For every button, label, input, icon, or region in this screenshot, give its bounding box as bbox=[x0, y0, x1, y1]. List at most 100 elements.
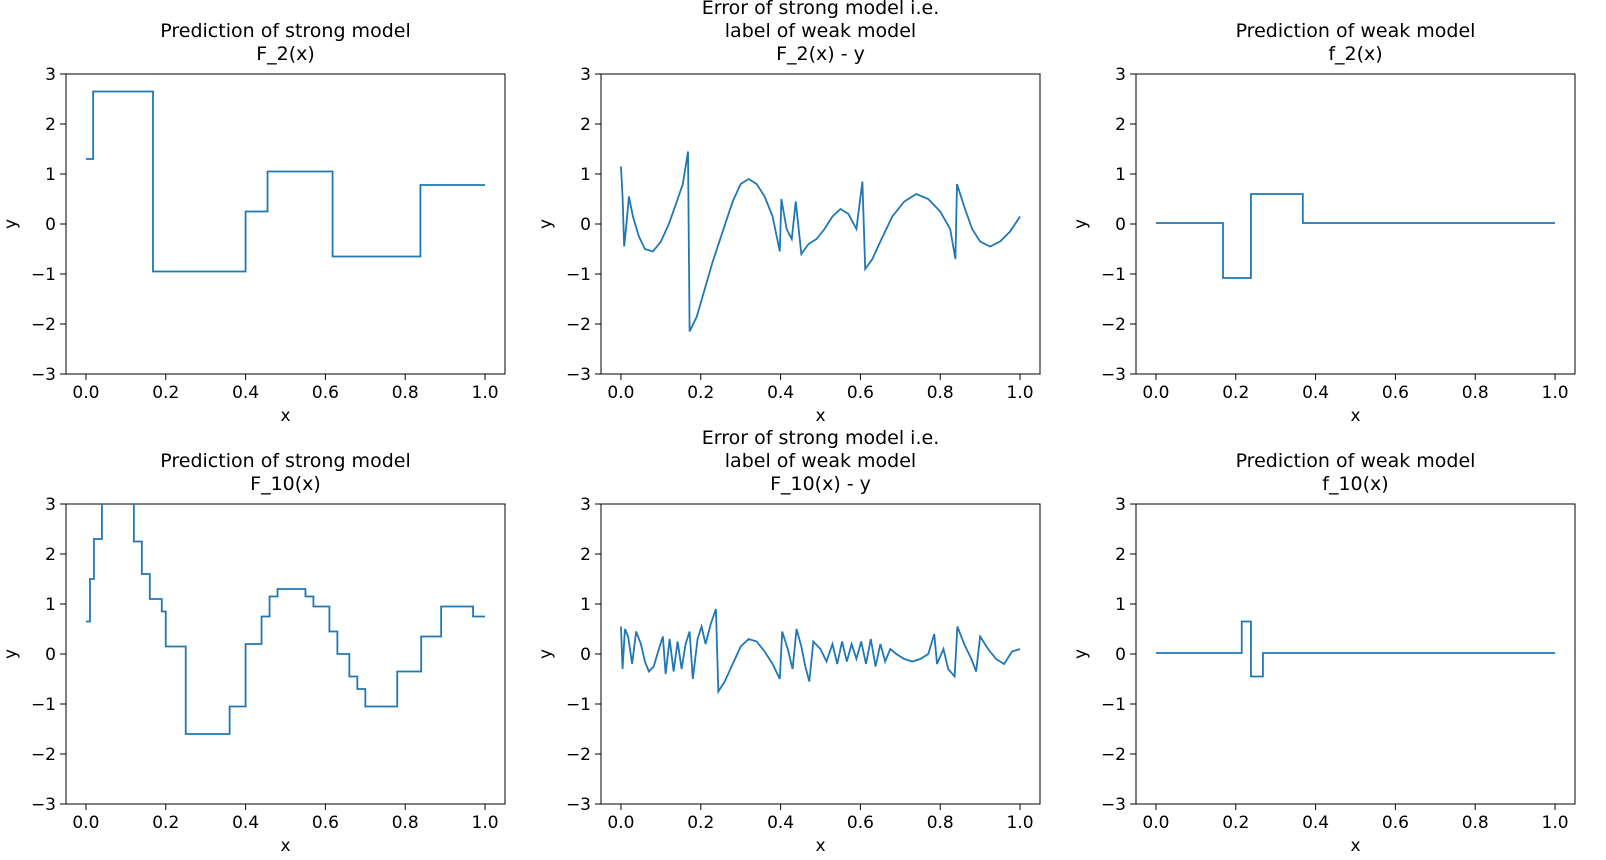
y-axis-label: y bbox=[1, 219, 21, 229]
subplot-strong-model-F2: Prediction of strong model F_2(x) 0.0 0.2 0.… bbox=[0, 0, 535, 430]
x-axis-label: x bbox=[1350, 836, 1360, 856]
y-tick-label: −2 bbox=[31, 315, 56, 335]
series-line bbox=[85, 504, 486, 735]
x-tick-label: 0.2 bbox=[687, 813, 714, 833]
y-tick-label: −1 bbox=[31, 265, 56, 285]
y-tick-label: −3 bbox=[31, 795, 56, 815]
y-tick-label: −1 bbox=[31, 695, 56, 715]
x-tick-label: 0.8 bbox=[1462, 813, 1489, 833]
y-axis-label: y bbox=[536, 649, 556, 659]
x-tick-label: 1.0 bbox=[1542, 813, 1569, 833]
y-tick-label: 1 bbox=[45, 595, 56, 615]
y-tick-label: 0 bbox=[580, 645, 591, 665]
subplot-weak-model-f2: Prediction of weak model f_2(x) 0.0 0.2 0.4 0… bbox=[1070, 0, 1605, 430]
x-tick-label: 1.0 bbox=[472, 813, 499, 833]
x-tick-label: 1.0 bbox=[1007, 813, 1034, 833]
y-tick-label: −3 bbox=[566, 795, 591, 815]
y-tick-label: 1 bbox=[580, 165, 591, 185]
x-tick-label: 0.6 bbox=[847, 383, 874, 403]
y-tick-label: −2 bbox=[31, 745, 56, 765]
plot-canvas: Error of strong model i.e.label of weak … bbox=[536, 0, 1041, 426]
plot-title-line: F_10(x) - y bbox=[770, 473, 871, 495]
x-tick-label: 0.6 bbox=[312, 383, 339, 403]
y-tick-label: 3 bbox=[1115, 65, 1126, 85]
subplot-weak-model-f10: Prediction of weak model f_10(x) 0.0 0.2 0.4… bbox=[1070, 430, 1605, 860]
y-tick-label: −3 bbox=[1101, 795, 1126, 815]
y-tick-label: 0 bbox=[1115, 215, 1126, 235]
series-line bbox=[620, 151, 1021, 332]
y-tick-label: 3 bbox=[45, 495, 56, 515]
y-tick-label: 2 bbox=[580, 545, 591, 565]
plot-title-line: F_2(x) - y bbox=[776, 43, 865, 65]
x-tick-label: 0.0 bbox=[607, 383, 634, 403]
plot-title-line: Prediction of strong model bbox=[160, 20, 410, 42]
plot-title-line: Error of strong model i.e. bbox=[702, 430, 939, 449]
x-tick-label: 0.8 bbox=[927, 813, 954, 833]
x-tick-label: 1.0 bbox=[472, 383, 499, 403]
y-tick-label: −3 bbox=[566, 365, 591, 385]
x-tick-label: 0.4 bbox=[232, 813, 259, 833]
x-tick-label: 0.4 bbox=[767, 813, 794, 833]
y-tick-label: 3 bbox=[45, 65, 56, 85]
x-tick-label: 0.0 bbox=[1142, 383, 1169, 403]
x-tick-label: 0.2 bbox=[687, 383, 714, 403]
y-tick-label: 3 bbox=[580, 65, 591, 85]
y-tick-label: 2 bbox=[580, 115, 591, 135]
y-tick-label: −1 bbox=[566, 265, 591, 285]
x-tick-label: 0.4 bbox=[232, 383, 259, 403]
y-tick-label: 0 bbox=[580, 215, 591, 235]
x-tick-label: 0.8 bbox=[392, 813, 419, 833]
x-tick-label: 0.8 bbox=[392, 383, 419, 403]
y-tick-label: 1 bbox=[1115, 595, 1126, 615]
x-tick-label: 0.6 bbox=[847, 813, 874, 833]
x-tick-label: 0.0 bbox=[1142, 813, 1169, 833]
y-tick-label: 0 bbox=[1115, 645, 1126, 665]
plot-title-line: f_10(x) bbox=[1322, 473, 1388, 495]
x-tick-label: 0.6 bbox=[312, 813, 339, 833]
x-tick-label: 0.2 bbox=[152, 813, 179, 833]
x-tick-label: 0.2 bbox=[1222, 383, 1249, 403]
y-tick-label: 3 bbox=[580, 495, 591, 515]
x-tick-label: 0.8 bbox=[927, 383, 954, 403]
axes-frame bbox=[1135, 73, 1576, 375]
subplot-error-strong-model-F2: Error of strong model i.e. label of weak … bbox=[535, 0, 1070, 430]
plot-title-line: Prediction of weak model bbox=[1236, 450, 1476, 472]
y-tick-label: 3 bbox=[1115, 495, 1126, 515]
y-tick-label: −3 bbox=[31, 365, 56, 385]
y-tick-label: 2 bbox=[1115, 545, 1126, 565]
y-tick-label: −1 bbox=[1101, 265, 1126, 285]
x-tick-label: 0.4 bbox=[767, 383, 794, 403]
x-tick-label: 0.6 bbox=[1382, 813, 1409, 833]
y-tick-label: 1 bbox=[45, 165, 56, 185]
x-axis-label: x bbox=[280, 406, 290, 426]
x-tick-label: 0.6 bbox=[1382, 383, 1409, 403]
axes-frame bbox=[65, 73, 506, 375]
x-tick-label: 0.2 bbox=[152, 383, 179, 403]
plot-title-line: F_10(x) bbox=[250, 473, 321, 495]
x-tick-label: 0.0 bbox=[607, 813, 634, 833]
plot-title-line: Prediction of strong model bbox=[160, 450, 410, 472]
y-tick-label: −2 bbox=[566, 745, 591, 765]
axes-frame bbox=[600, 503, 1041, 805]
y-tick-label: 0 bbox=[45, 215, 56, 235]
subplot-strong-model-F10: Prediction of strong model F_10(x) 0.0 0.2 0… bbox=[0, 430, 535, 860]
x-axis-label: x bbox=[1350, 406, 1360, 426]
x-tick-label: 0.0 bbox=[72, 383, 99, 403]
subplot-error-strong-model-F10: Error of strong model i.e. label of weak … bbox=[535, 427, 1070, 860]
y-tick-label: −1 bbox=[566, 695, 591, 715]
plot-title-line: Prediction of weak model bbox=[1236, 20, 1476, 42]
x-tick-label: 0.4 bbox=[1302, 813, 1329, 833]
y-axis-label: y bbox=[1071, 649, 1091, 659]
x-axis-label: x bbox=[815, 406, 825, 426]
y-axis-label: y bbox=[536, 219, 556, 229]
y-tick-label: 1 bbox=[1115, 165, 1126, 185]
x-tick-label: 1.0 bbox=[1542, 383, 1569, 403]
x-axis-label: x bbox=[280, 836, 290, 856]
y-tick-label: −2 bbox=[1101, 315, 1126, 335]
plot-title-line: Error of strong model i.e. bbox=[702, 0, 939, 19]
